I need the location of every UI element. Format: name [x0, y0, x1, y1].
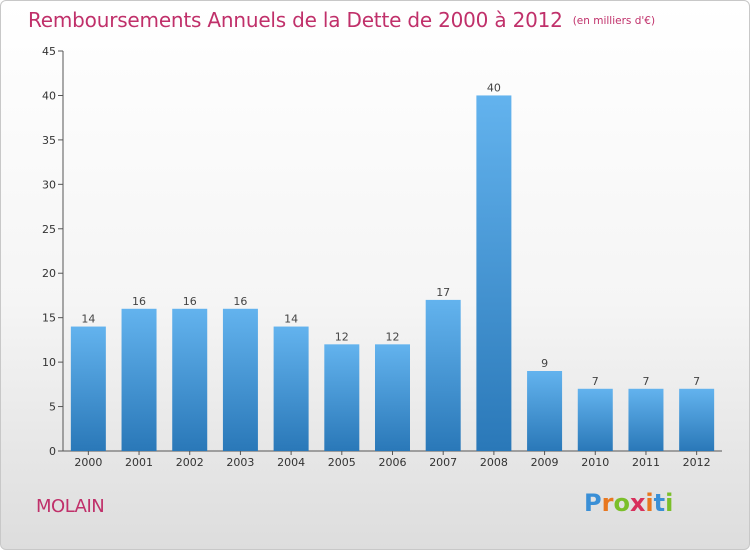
y-tick-label: 5 [49, 401, 56, 414]
x-tick-label: 2003 [226, 456, 254, 469]
bar [679, 388, 715, 451]
bar-value-label: 14 [284, 313, 298, 326]
y-tick-label: 30 [42, 178, 56, 191]
y-tick-label: 0 [49, 445, 56, 458]
bar [476, 95, 512, 451]
x-tick-label: 2002 [176, 456, 204, 469]
bar [527, 371, 563, 451]
x-tick-label: 2006 [379, 456, 407, 469]
chart-title-text: Remboursements Annuels de la Dette de 20… [28, 8, 563, 32]
y-tick-label: 20 [42, 267, 56, 280]
bar-value-label: 12 [386, 330, 400, 343]
brand-letter: i [645, 489, 654, 517]
bar [628, 388, 664, 451]
brand-letter: i [665, 489, 674, 517]
chart-title: Remboursements Annuels de la Dette de 20… [28, 8, 655, 32]
bar-value-label: 14 [81, 313, 95, 326]
x-tick-label: 2005 [328, 456, 356, 469]
x-tick-label: 2011 [632, 456, 660, 469]
x-tick-label: 2012 [683, 456, 711, 469]
bar-value-label: 40 [487, 81, 501, 94]
brand-letter: P [584, 489, 602, 517]
x-tick-label: 2000 [74, 456, 102, 469]
bar [273, 326, 309, 451]
x-tick-label: 2008 [480, 456, 508, 469]
x-tick-label: 2009 [531, 456, 559, 469]
x-tick-label: 2007 [429, 456, 457, 469]
bar [324, 344, 360, 451]
bar-value-label: 7 [693, 375, 700, 388]
bar-value-label: 7 [592, 375, 599, 388]
bar [577, 388, 613, 451]
bar [222, 308, 258, 451]
bar [172, 308, 208, 451]
bar-value-label: 16 [183, 295, 197, 308]
bar [121, 308, 157, 451]
chart-unit-label: (en milliers d'€) [572, 15, 656, 27]
bar-value-label: 12 [335, 330, 349, 343]
y-tick-label: 35 [42, 134, 56, 147]
brand-letter: r [601, 489, 614, 517]
bar [375, 344, 410, 451]
bar-value-label: 16 [233, 295, 247, 308]
y-tick-label: 25 [42, 223, 56, 236]
y-tick-label: 40 [42, 89, 56, 102]
bar [425, 299, 461, 451]
brand-letter: o [613, 489, 630, 517]
bar-value-label: 9 [541, 357, 548, 370]
bar-value-label: 7 [642, 375, 649, 388]
brand-letter: x [629, 489, 646, 517]
brand-letter: t [653, 489, 666, 517]
x-tick-label: 2001 [125, 456, 153, 469]
bar-value-label: 17 [436, 286, 450, 299]
y-tick-label: 10 [42, 356, 56, 369]
bar [70, 326, 106, 451]
x-tick-label: 2010 [581, 456, 609, 469]
x-tick-label: 2004 [277, 456, 305, 469]
y-tick-label: 45 [42, 45, 56, 58]
place-name: MOLAIN [36, 496, 105, 517]
bar-value-label: 16 [132, 295, 146, 308]
y-tick-label: 15 [42, 312, 56, 325]
brand-logo: Proxiti [584, 489, 673, 517]
